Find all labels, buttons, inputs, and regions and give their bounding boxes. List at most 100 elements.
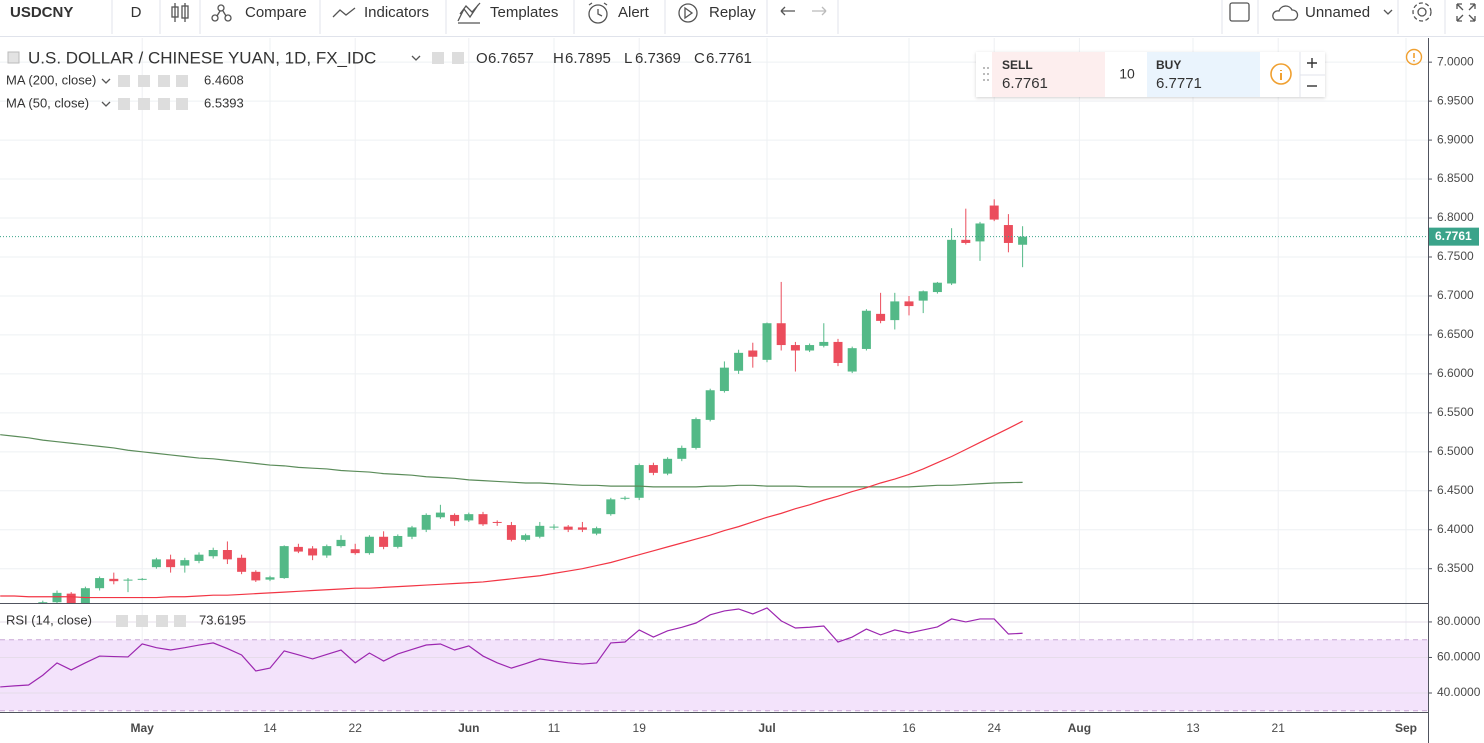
ma-legend-caret	[101, 78, 111, 84]
candle-body	[421, 514, 431, 530]
toolbar: USDCNY D Compare Indicators Templates Al…	[0, 0, 1484, 37]
undo-button[interactable]	[780, 6, 795, 16]
buy-price: 6.7771	[1156, 75, 1202, 92]
candle-body	[123, 579, 133, 581]
ma-line	[0, 420, 1023, 599]
y-tick-label: 6.9000	[1437, 132, 1474, 146]
settings-mini[interactable]	[452, 52, 464, 64]
y-tick-label: 6.7500	[1437, 249, 1474, 263]
rsi-legend-name: RSI (14, close)	[6, 612, 92, 627]
rsi-band	[0, 639, 1428, 711]
y-tick-label: 6.6000	[1437, 366, 1474, 380]
y-tick-label: 6.8000	[1437, 210, 1474, 224]
redo-button[interactable]	[812, 6, 827, 16]
interval[interactable]: D	[131, 4, 142, 21]
candle-body	[620, 497, 630, 499]
candle-body	[847, 348, 857, 372]
x-tick-label: 13	[1186, 721, 1200, 735]
candle-body	[890, 301, 900, 321]
alert-button[interactable]: Alert	[618, 4, 650, 21]
x-tick-label: Jun	[458, 721, 479, 735]
candle-body	[208, 550, 218, 557]
chart-style-button[interactable]	[171, 3, 189, 22]
rsi-legend-button[interactable]	[156, 615, 168, 627]
close-prefix: C	[694, 50, 705, 67]
x-tick-label: 16	[902, 721, 916, 735]
price-pane	[0, 199, 1428, 616]
rsi-y-tick-label: 80.0000	[1437, 614, 1481, 628]
plus-button[interactable]	[1307, 58, 1317, 68]
rsi-legend-button[interactable]	[116, 615, 128, 627]
candle-body	[95, 578, 105, 589]
ma-legend-button[interactable]	[138, 98, 150, 110]
compare-button[interactable]: Compare	[245, 4, 307, 21]
candle-body	[0, 612, 5, 616]
candle-body	[251, 571, 261, 581]
ma-legend-button[interactable]	[118, 98, 130, 110]
y-tick-label: 6.9500	[1437, 93, 1474, 107]
candle-body	[719, 367, 729, 392]
indicators-icon	[332, 7, 356, 18]
settings-button[interactable]	[1412, 2, 1432, 22]
candle-body	[293, 546, 303, 552]
ma-legend-name: MA (200, close)	[6, 72, 96, 87]
candle-body	[364, 536, 374, 554]
y-tick-label: 6.5000	[1437, 444, 1474, 458]
buy-button[interactable]	[1147, 52, 1260, 97]
sell-button[interactable]	[992, 52, 1105, 97]
ma-legend-button[interactable]	[176, 75, 188, 87]
drawing-toggle[interactable]	[1229, 2, 1250, 22]
open-prefix: O	[476, 50, 488, 67]
rsi-legend-button[interactable]	[174, 615, 186, 627]
symbol[interactable]: USDCNY	[10, 4, 73, 21]
candle-body	[762, 323, 772, 360]
fullscreen-button[interactable]	[1456, 3, 1476, 22]
rsi-pane	[0, 607, 1428, 712]
ma-legend-button[interactable]	[118, 75, 130, 87]
ma-legend-name: MA (50, close)	[6, 95, 89, 110]
candle-body	[861, 310, 871, 349]
candle-body	[407, 527, 417, 537]
high-value: 6.7895	[565, 50, 611, 67]
x-tick-label: 24	[988, 721, 1002, 735]
low-value: 6.7369	[635, 50, 681, 67]
templates-button[interactable]: Templates	[490, 4, 558, 21]
candle-body	[222, 550, 232, 560]
rsi-legend-value: 73.6195	[199, 612, 246, 627]
drag-handle[interactable]	[983, 67, 989, 81]
rsi-line	[0, 607, 1023, 688]
candle-body	[265, 577, 275, 580]
eye-button[interactable]	[432, 52, 444, 64]
candle-body	[876, 313, 886, 321]
x-tick-label: 21	[1272, 721, 1286, 735]
replay-button[interactable]: Replay	[709, 4, 756, 21]
y-tick-label: 6.4000	[1437, 522, 1474, 536]
candle-body	[634, 465, 644, 498]
alert-icon	[588, 2, 608, 24]
ma-legend-button[interactable]	[158, 75, 170, 87]
ma-legend-button[interactable]	[158, 98, 170, 110]
ma-legend-button[interactable]	[176, 98, 188, 110]
quantity[interactable]: 10	[1119, 66, 1135, 82]
candle-body	[975, 223, 985, 242]
title-caret[interactable]	[411, 55, 421, 61]
indicators-button[interactable]: Indicators	[364, 4, 429, 21]
candle-body	[435, 512, 445, 518]
y-tick-label: 6.7000	[1437, 288, 1474, 302]
candle-body	[38, 602, 48, 603]
legend: U.S. DOLLAR / CHINESE YUAN, 1D, FX_IDC O…	[6, 48, 752, 627]
symbol-title: U.S. DOLLAR / CHINESE YUAN, 1D, FX_IDC	[28, 48, 376, 67]
candle-body	[833, 341, 843, 363]
candle-body	[947, 239, 957, 284]
ma-legend-caret	[101, 101, 111, 107]
ma-legend-button[interactable]	[138, 75, 150, 87]
layout-name[interactable]: Unnamed	[1305, 4, 1370, 21]
rsi-y-tick-label: 60.0000	[1437, 650, 1481, 664]
candle-body	[66, 593, 76, 603]
info-button[interactable]	[1270, 63, 1292, 85]
candle-body	[24, 608, 33, 610]
rsi-legend-button[interactable]	[136, 615, 148, 627]
layout-caret[interactable]	[1383, 9, 1393, 15]
collapse-icon[interactable]	[7, 51, 20, 64]
warning-icon[interactable]	[1405, 48, 1423, 66]
